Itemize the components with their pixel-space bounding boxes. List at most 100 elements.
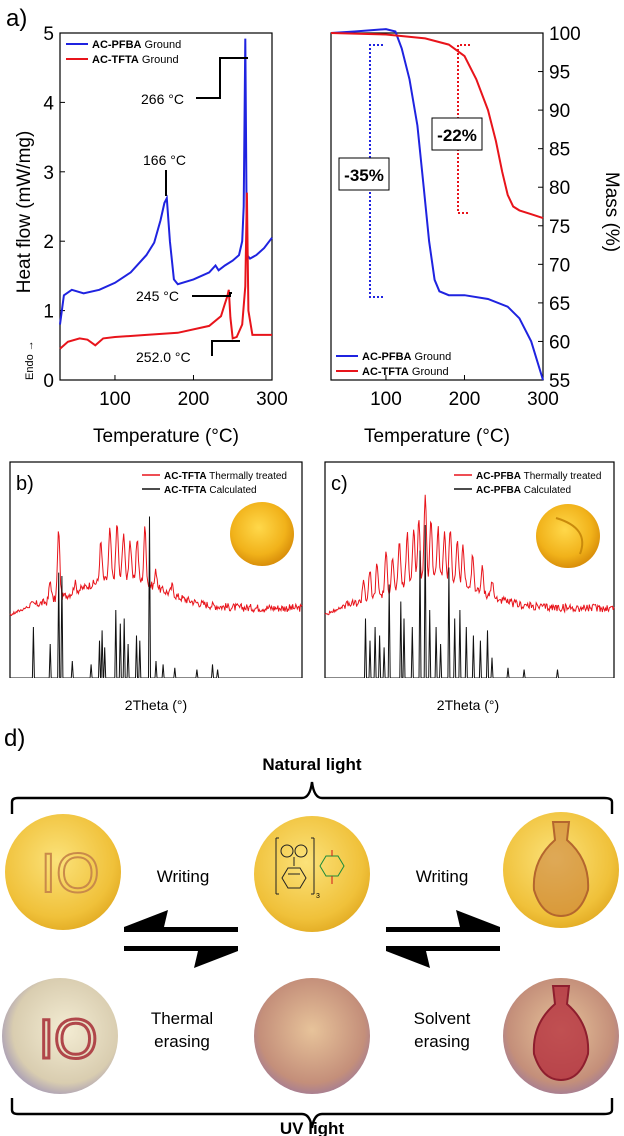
tga-blue-loss-label: -35% [344, 166, 384, 185]
pxrd-b-legend-calc: AC-TFTA Calculated [164, 485, 257, 496]
tga-series-0 [330, 28, 544, 381]
dsc-ylabel: Heat flow (mW/mg) [14, 131, 35, 294]
dsc-lines [59, 38, 273, 350]
pxrd-c-legend-calc: AC-PFBA Calculated [476, 485, 571, 496]
dsc-ytick-label: 1 [43, 302, 54, 323]
equilibrium-arrow-left [124, 910, 238, 968]
pxrd-b-xlabel: 2Theta (°) [124, 697, 188, 713]
pxrd-c-sample-photo [536, 504, 600, 568]
solvent-erasing-line1: Solvent [414, 1009, 471, 1028]
panel-bc: b) 5101520253035404550 AC-TFTA Thermally… [0, 458, 624, 678]
tga-xtick-label: 300 [527, 389, 559, 410]
pxrd-b-sample-photo [230, 502, 294, 566]
dsc-plot-frame [59, 32, 273, 381]
pad-written-mark-natural: IO [40, 841, 99, 904]
tga-ytick-label: 100 [549, 24, 581, 45]
tga-ytick-label: 85 [549, 140, 570, 161]
thermal-erasing-line2: erasing [154, 1032, 210, 1051]
molecule-subscript: 3 [316, 893, 320, 900]
tga-ytick-label: 75 [549, 217, 570, 238]
annotation-245: 245 °C [136, 288, 179, 304]
panel-bc-svg: b) 5101520253035404550 AC-TFTA Thermally… [9, 461, 615, 678]
equilibrium-arrow-right [386, 910, 500, 968]
dsc-xlabel: Temperature (°C) [93, 426, 239, 447]
vase-drawing-uv [532, 985, 590, 1082]
arrow-right-backward [386, 946, 500, 951]
dsc-ytick-label: 5 [43, 24, 54, 45]
top-brace [10, 781, 614, 814]
dsc-legend-blue: AC-PFBA Ground [92, 39, 181, 51]
pxrd-b-legend-exp: AC-TFTA Thermally treated [164, 471, 287, 482]
vase-drawing-natural [532, 821, 590, 918]
writing-right-label: Writing [416, 867, 469, 886]
panel-d-svg: d) Natural light IO 3 IO [2, 725, 619, 1136]
pxrd-b-calculated-line [10, 516, 302, 678]
arrow-right-forward-head [456, 910, 500, 927]
pad-center-uv [254, 978, 370, 1094]
tga-red-loss-label: -22% [437, 126, 477, 145]
tga-red-loss-box [431, 117, 483, 151]
pxrd-c-calculated-line [325, 524, 614, 678]
pad-written-uv [2, 978, 118, 1094]
annotation-252-bracket [211, 340, 240, 356]
uv-light-label: UV light [280, 1119, 345, 1136]
panel-c-label: c) [331, 473, 348, 495]
tga-plot-frame [330, 32, 544, 381]
solvent-erasing-line2: erasing [414, 1032, 470, 1051]
dsc-xtick-label: 300 [256, 389, 288, 410]
pad-center-natural [254, 816, 370, 932]
tga-xtick-label: 100 [370, 389, 402, 410]
bottom-brace [10, 1098, 614, 1129]
dsc-series-1 [59, 192, 272, 350]
dsc-ticks: 0 1 2 3 4 5 100 200 300 [43, 24, 287, 410]
pad-written-mark-uv: IO [38, 1007, 97, 1070]
panel-d-label: d) [4, 725, 25, 752]
tga-lines [330, 28, 544, 381]
tga-ytick-label: 70 [549, 255, 570, 276]
pxrd-c-xlabel: 2Theta (°) [436, 697, 500, 713]
dsc-legend-red: AC-TFTA Ground [92, 54, 179, 66]
tga-blue-loss-box [338, 157, 390, 191]
tga-series-1 [330, 32, 544, 220]
dsc-xtick-label: 200 [178, 389, 210, 410]
molecule-structure-icon [275, 837, 345, 895]
tga-ytick-label: 80 [549, 178, 570, 199]
arrow-right-forward [386, 927, 500, 932]
annotation-266: 266 °C [141, 91, 184, 107]
tga-ytick-label: 90 [549, 101, 570, 122]
annotation-166: 166 °C [143, 152, 186, 168]
dsc-ytick-label: 0 [43, 371, 54, 392]
panel-d: d) Natural light IO 3 IO [0, 720, 624, 1136]
pxrd-c-legend-exp: AC-PFBA Thermally treated [476, 471, 601, 482]
tga-ytick-label: 55 [549, 371, 570, 392]
tga-ytick-label: 60 [549, 332, 570, 353]
dsc-ytick-label: 2 [43, 232, 54, 253]
tga-xlabel: Temperature (°C) [364, 426, 510, 447]
dsc-endo-label: Endo → [24, 340, 36, 380]
pxrd-c-experimental-line [324, 494, 615, 616]
annotation-266-bracket [196, 57, 248, 99]
pxrd-c-sample-crease [555, 517, 584, 555]
arrow-left-forward [124, 927, 238, 932]
tga-legend-red: AC-TFTA Ground [362, 366, 449, 378]
arrow-right-backward-head [386, 951, 430, 968]
arrow-left-forward-head [124, 910, 168, 927]
pxrd-c-frame [324, 461, 615, 678]
dsc-series-0 [59, 38, 273, 325]
dsc-ytick-label: 4 [43, 93, 54, 114]
thermal-erasing-line1: Thermal [151, 1009, 213, 1028]
pad-written-natural [5, 814, 121, 930]
dsc-ytick-label: 3 [43, 163, 54, 184]
dsc-xtick-label: 100 [99, 389, 131, 410]
pxrd-b-experimental-line [9, 525, 303, 617]
arrow-left-backward [124, 946, 238, 951]
pxrd-b-frame [9, 461, 303, 678]
panel-a: a) 0 1 2 3 4 5 100 200 300 266 °C 166 °C 245 °C … [0, 0, 624, 450]
annotation-252: 252.0 °C [136, 349, 191, 365]
tga-xtick-label: 200 [449, 389, 481, 410]
natural-light-label: Natural light [262, 755, 362, 774]
annotation-245-bracket [192, 292, 232, 297]
panel-b-label: b) [16, 473, 34, 495]
arrow-left-backward-head [194, 951, 238, 968]
